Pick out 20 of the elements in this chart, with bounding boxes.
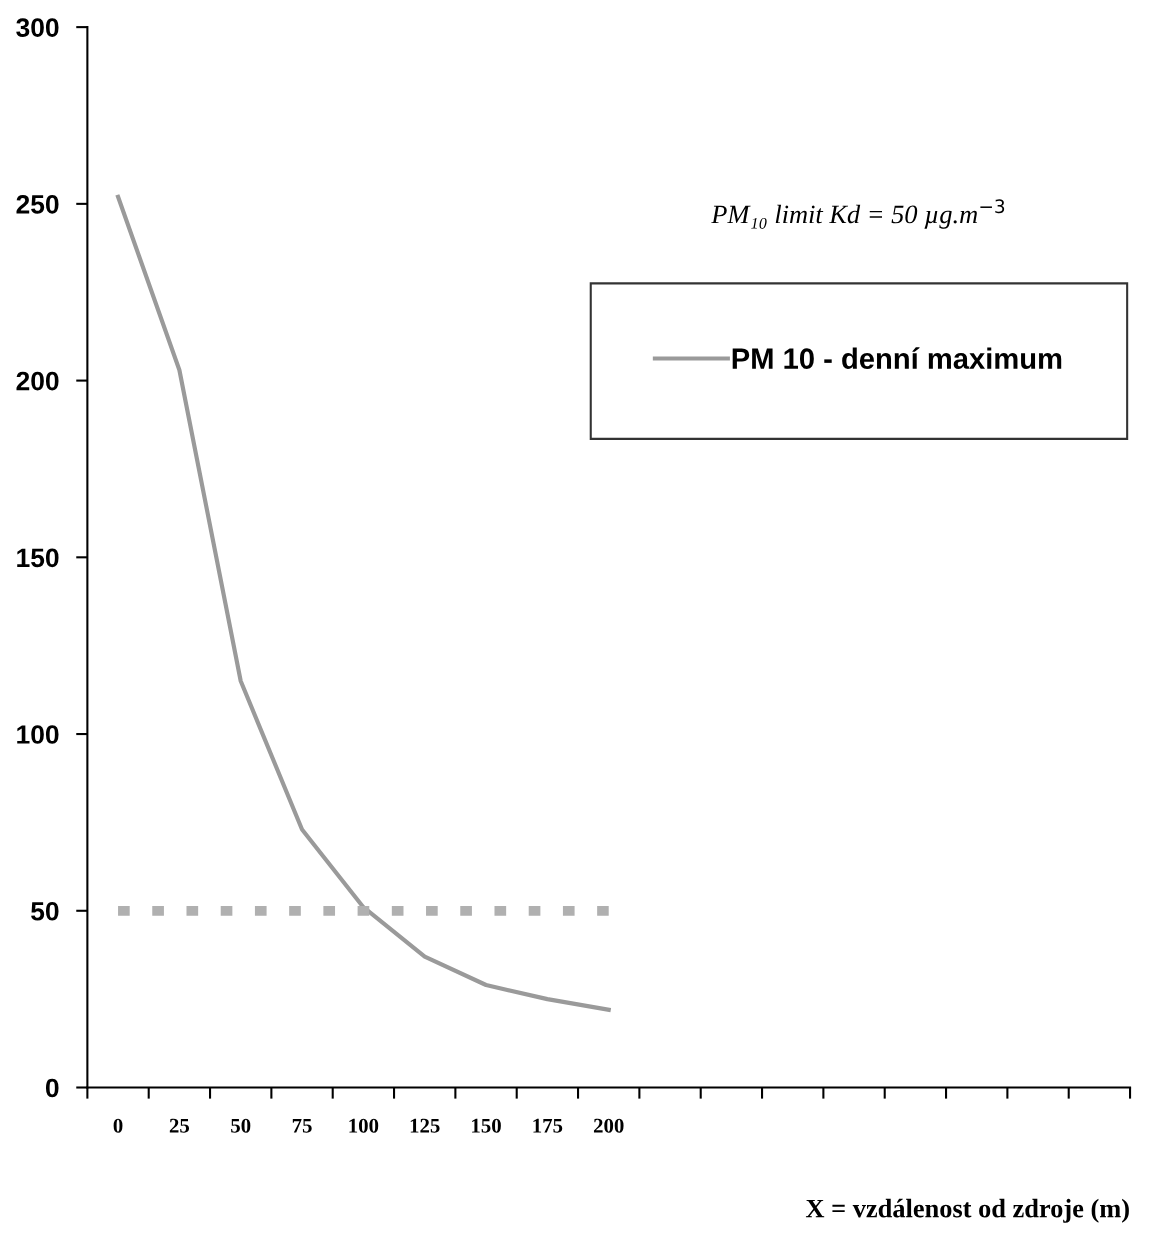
x-tick-label: 50 (231, 1118, 251, 1133)
y-tick-label: 50 (31, 901, 59, 921)
x-tick-label: 125 (410, 1118, 440, 1133)
annotation: PM₁₀ limit Kd = 50 µg.m$^{−3}$ (711, 199, 1005, 229)
y-tick-label: 200 (16, 371, 59, 391)
y-tick-label: 0 (45, 1078, 59, 1098)
x-tick-label: 25 (169, 1118, 190, 1133)
x-tick-label: 100 (349, 1118, 379, 1133)
x-tick-label: 0 (113, 1118, 123, 1133)
y-tick-label: 300 (16, 18, 59, 37)
x-tick-label: 175 (533, 1118, 563, 1133)
x-tick-label: 150 (472, 1118, 501, 1133)
y-tick-label: 150 (17, 548, 59, 568)
legend-label: PM 10 - denní maximum (732, 347, 1062, 369)
x-tick-label: 75 (292, 1118, 312, 1133)
y-tick-label: 100 (17, 725, 59, 744)
x-tick-label: 200 (593, 1118, 624, 1133)
y-tick-label: 250 (16, 194, 59, 214)
line-series (115, 194, 611, 1012)
x-axis-title: X = vzdálenost od zdroje (m) (805, 1198, 1129, 1223)
